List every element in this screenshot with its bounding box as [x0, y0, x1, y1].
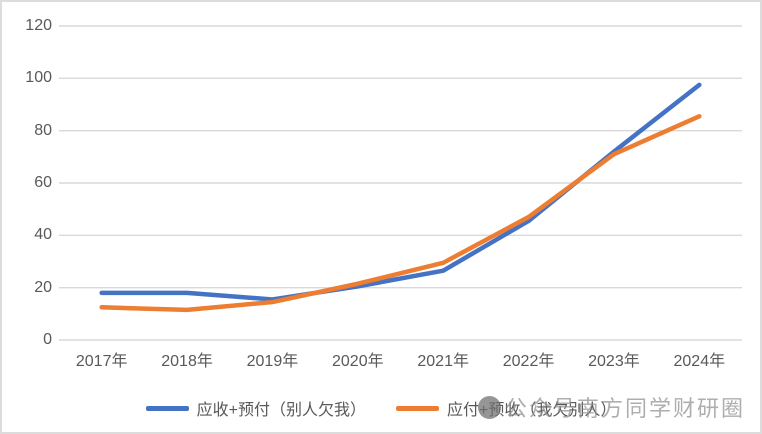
series-line-1 — [99, 114, 702, 313]
legend-item-payables[interactable]: 应付+预收（我欠别人） — [396, 396, 616, 420]
x-tick-label: 2018年 — [161, 353, 213, 370]
y-tick-label: 120 — [25, 17, 52, 34]
legend-label-receivables: 应收+预付（别人欠我） — [196, 402, 366, 419]
y-tick-label: 100 — [25, 69, 52, 87]
y-tick-label: 80 — [34, 121, 52, 139]
y-tick-label: 20 — [34, 278, 52, 296]
x-tick-label: 2022年 — [502, 353, 555, 370]
series-line-0 — [99, 82, 702, 302]
x-tick-label: 2020年 — [332, 353, 384, 370]
y-tick-label: 40 — [34, 226, 52, 244]
chart-legend: 应收+预付（别人欠我） 应付+预收（我欠别人） — [2, 396, 760, 420]
y-tick-label: 0 — [43, 331, 52, 348]
legend-item-receivables[interactable]: 应收+预付（别人欠我） — [145, 396, 366, 420]
legend-swatch-orange-icon — [396, 405, 439, 411]
legend-swatch-blue-icon — [145, 405, 189, 411]
x-tick-label: 2023年 — [588, 353, 640, 370]
legend-label-payables: 应付+预收（我欠别人） — [447, 402, 617, 419]
x-tick-label: 2021年 — [417, 353, 469, 370]
x-tick-label: 2024年 — [673, 353, 726, 370]
x-tick-label: 2017年 — [75, 353, 128, 370]
x-tick-label: 2019年 — [246, 353, 299, 370]
y-tick-label: 60 — [34, 174, 52, 191]
